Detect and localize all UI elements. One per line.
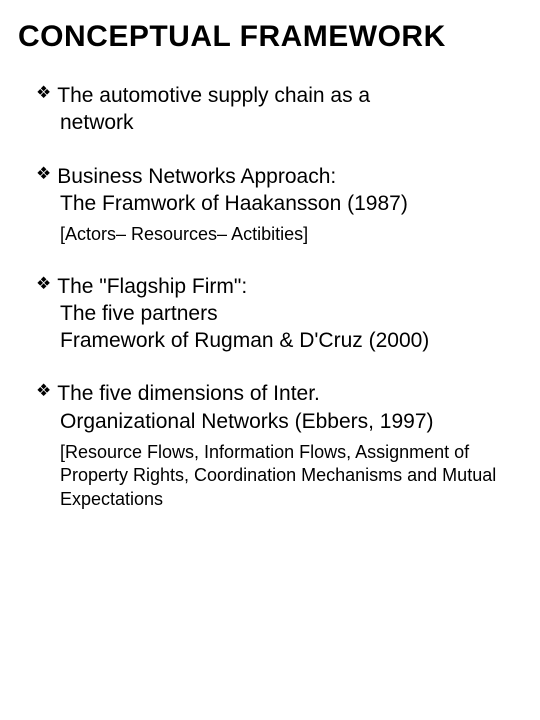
bullet-line: Organizational Networks (Ebbers, 1997) — [36, 408, 522, 435]
bullet-item: ❖ The automotive supply chain as a netwo… — [18, 82, 522, 137]
bullet-subtext: [Resource Flows, Information Flows, Assi… — [36, 441, 522, 511]
bullet-line: The five partners — [36, 300, 522, 327]
bullet-line: The five dimensions of Inter. — [57, 380, 522, 407]
slide-title: CONCEPTUAL FRAMEWORK — [18, 20, 522, 54]
bullet-line: Business Networks Approach: — [57, 163, 522, 190]
diamond-bullet-icon: ❖ — [36, 273, 51, 295]
diamond-bullet-icon: ❖ — [36, 82, 51, 104]
bullet-line: The "Flagship Firm": — [57, 273, 522, 300]
bullet-subtext: [Actors– Resources– Actibities] — [36, 223, 522, 246]
bullet-line: network — [36, 109, 522, 136]
diamond-bullet-icon: ❖ — [36, 380, 51, 402]
bullet-line: Framework of Rugman & D'Cruz (2000) — [36, 327, 522, 354]
bullet-line: The automotive supply chain as a — [57, 82, 522, 109]
bullet-item: ❖ The "Flagship Firm": The five partners… — [18, 273, 522, 355]
bullet-item: ❖ Business Networks Approach: The Framwo… — [18, 163, 522, 247]
bullet-line: The Framwork of Haakansson (1987) — [36, 190, 522, 217]
diamond-bullet-icon: ❖ — [36, 163, 51, 185]
bullet-item: ❖ The five dimensions of Inter. Organiza… — [18, 380, 522, 511]
